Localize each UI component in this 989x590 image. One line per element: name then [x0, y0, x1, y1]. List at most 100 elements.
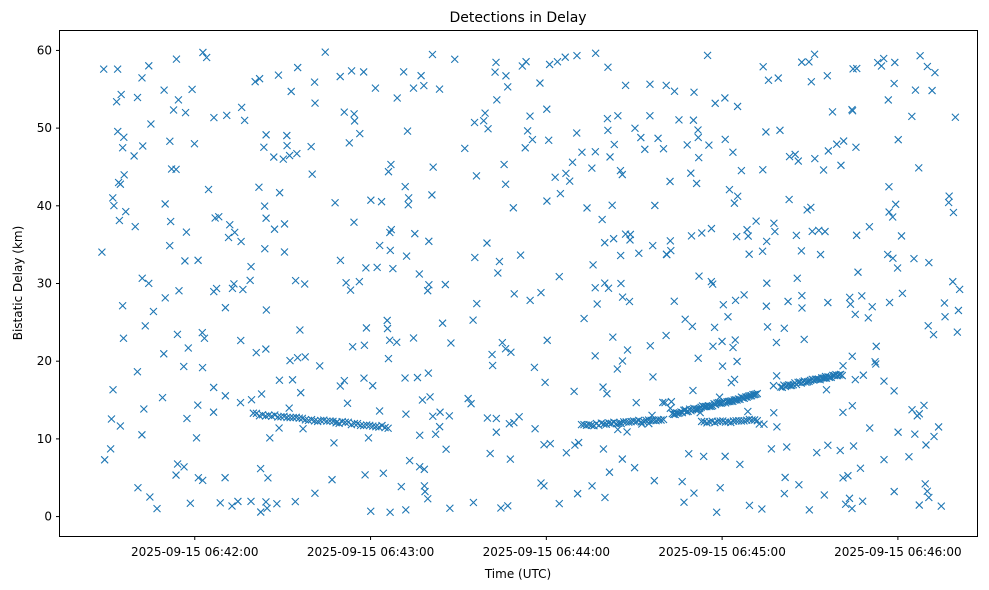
detection-point — [865, 222, 874, 231]
detection-point — [618, 357, 627, 365]
detection-point — [924, 258, 933, 267]
detection-point — [246, 276, 255, 285]
detection-point — [731, 336, 740, 344]
detection-point — [821, 372, 830, 381]
detection-point — [300, 280, 309, 288]
detection-point — [838, 371, 847, 380]
detection-point — [555, 499, 564, 508]
detection-point — [568, 158, 577, 167]
detection-point — [916, 51, 925, 60]
detection-point — [260, 244, 269, 253]
detection-point — [292, 149, 301, 158]
detection-point — [922, 441, 930, 449]
detection-point — [845, 293, 854, 302]
detection-point — [721, 452, 730, 461]
detection-point — [587, 164, 596, 173]
detection-point — [795, 480, 803, 489]
detection-point — [769, 408, 778, 417]
detection-point — [839, 474, 847, 482]
detection-point — [690, 88, 698, 97]
detection-point — [404, 200, 413, 209]
detection-point — [907, 112, 916, 121]
detection-point — [785, 152, 794, 161]
detection-point — [247, 497, 255, 506]
detection-point — [613, 111, 622, 120]
detection-point — [537, 288, 545, 297]
detection-point — [732, 232, 741, 241]
detection-point — [689, 386, 697, 395]
detection-point — [574, 438, 583, 447]
detection-point — [812, 448, 821, 457]
detection-point — [118, 301, 127, 310]
detection-point — [301, 352, 310, 361]
detection-point — [158, 393, 167, 402]
detection-point — [692, 179, 701, 188]
detection-point — [274, 71, 283, 79]
detection-point — [138, 142, 147, 150]
x-tick-label: 2025-09-15 06:46:00 — [834, 545, 961, 559]
detection-point — [409, 334, 418, 342]
detection-point — [423, 494, 432, 503]
detection-point — [500, 160, 509, 169]
detection-point — [333, 418, 341, 426]
detection-point — [181, 108, 190, 117]
detection-point — [375, 407, 384, 415]
detection-point — [637, 420, 646, 428]
detection-point — [844, 471, 852, 480]
detection-point — [503, 83, 512, 91]
detection-point — [134, 483, 142, 492]
detection-point — [613, 425, 622, 434]
detection-point — [593, 300, 602, 308]
detection-point — [296, 326, 304, 334]
detection-point — [733, 192, 742, 201]
detection-point — [435, 422, 444, 431]
detection-point — [262, 214, 270, 223]
detection-point — [202, 53, 211, 62]
detection-point — [715, 393, 724, 402]
detection-point — [355, 277, 364, 286]
detection-point — [256, 508, 265, 516]
detection-point — [718, 337, 726, 346]
detection-point — [617, 279, 625, 288]
detection-point — [744, 232, 753, 240]
detection-point — [729, 148, 737, 157]
y-axis-label: Bistatic Delay (km) — [11, 226, 25, 341]
detection-point — [824, 372, 832, 381]
detection-point — [731, 296, 740, 305]
detection-point — [744, 392, 753, 400]
detection-point — [616, 418, 625, 427]
detection-point — [307, 142, 316, 151]
detection-point — [287, 87, 296, 96]
detection-point — [657, 416, 665, 424]
detection-point — [709, 342, 717, 351]
detection-point — [770, 219, 778, 228]
detection-point — [280, 248, 289, 256]
detection-point — [800, 335, 809, 344]
detection-point — [336, 256, 345, 265]
detection-point — [424, 237, 433, 246]
detection-point — [880, 377, 888, 386]
detection-point — [110, 201, 118, 210]
detection-point — [630, 463, 639, 472]
detection-point — [848, 401, 857, 410]
detection-point — [401, 374, 409, 382]
detection-point — [890, 58, 899, 67]
detection-point — [857, 292, 866, 300]
detection-point — [119, 334, 128, 343]
detection-point — [275, 188, 284, 197]
detection-point — [670, 297, 679, 306]
detection-point — [573, 51, 581, 60]
detection-point — [662, 81, 671, 90]
detection-point — [144, 61, 153, 70]
detection-point — [209, 408, 218, 417]
detection-point — [184, 344, 193, 352]
detection-point — [133, 367, 142, 376]
detection-point — [618, 455, 627, 463]
detection-point — [193, 401, 202, 410]
x-axis-label: Time (UTC) — [484, 567, 551, 581]
detection-point — [420, 465, 429, 474]
detection-point — [781, 473, 790, 482]
x-tick-label: 2025-09-15 06:45:00 — [658, 545, 785, 559]
detection-point — [649, 372, 657, 381]
